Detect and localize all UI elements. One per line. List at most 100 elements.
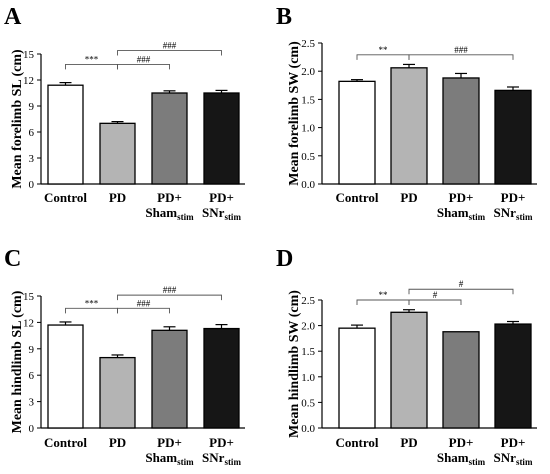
x-tick-sublabel: Shamstim (437, 450, 486, 467)
significance-label: # (433, 290, 438, 300)
y-axis-label: Mean hindlimb SL (cm) (10, 290, 25, 433)
bar-pd (390, 67, 428, 185)
x-tick-label: Control (44, 435, 87, 450)
significance-label: *** (85, 298, 99, 308)
significance-bracket (356, 54, 410, 60)
significance-bracket (117, 63, 170, 70)
significance-label: ** (379, 45, 389, 55)
x-tick-label: PD+ (209, 190, 234, 205)
x-tick-subscript: stim (224, 457, 241, 467)
panel-d: D Mean hindlimb SW (cm) 0.0 0.5 1.0 1.5 2.0 2.5… (276, 246, 537, 467)
bar-snr (203, 327, 240, 429)
x-tick-sublabel-main: SNr (494, 205, 517, 220)
x-tick-label: PD+ (501, 435, 526, 450)
x-tick-sublabel-main: SNr (494, 450, 517, 465)
x-tick-label: Control (335, 190, 378, 205)
y-tick-label: 1.5 (301, 346, 315, 358)
bar-snr (203, 92, 240, 185)
x-tick-subscript: stim (224, 212, 241, 222)
x-tick-subscript: stim (469, 457, 486, 467)
y-tick-label: 6 (29, 127, 35, 139)
x-tick-sublabel-main: SNr (202, 205, 225, 220)
significance-label: *** (85, 54, 99, 64)
y-tick-label: 0.0 (301, 179, 315, 191)
y-tick-label: 1.0 (301, 372, 315, 384)
significance-bracket (65, 63, 118, 70)
x-tick-label: PD (109, 190, 126, 205)
y-axis-label: Mean forelimb SL (cm) (10, 49, 25, 189)
bar-sham (442, 331, 480, 429)
y-tick-label: 9 (29, 101, 35, 113)
x-tick-subscript: stim (177, 457, 194, 467)
panel-letter: B (276, 4, 292, 30)
y-tick-label: 0.0 (301, 423, 315, 435)
y-tick-label: 15 (23, 49, 35, 61)
significance-bracket (117, 294, 222, 301)
x-tick-sublabel: Shamstim (145, 450, 194, 467)
x-tick-label: PD+ (501, 190, 526, 205)
y-tick-label: 1.0 (301, 123, 315, 135)
y-tick-label: 9 (29, 344, 35, 356)
x-tick-label: PD (400, 190, 417, 205)
x-tick-sublabel: SNrstim (202, 450, 241, 467)
y-tick-label: 15 (23, 291, 35, 303)
x-tick-label: Control (335, 435, 378, 450)
panel-c: C Mean hindlimb SL (cm) 0 3 6 9 12 15 Control PD P… (4, 246, 245, 467)
y-tick-label: 0.5 (301, 151, 315, 163)
panel-letter: A (4, 4, 22, 30)
x-tick-label: PD (400, 435, 417, 450)
x-tick-sublabel: SNrstim (494, 205, 533, 222)
significance-label: # (459, 279, 464, 289)
x-tick-sublabel: Shamstim (145, 205, 194, 222)
x-tick-sublabel-main: SNr (202, 450, 225, 465)
significance-label: ### (163, 41, 177, 51)
panel-b: B Mean forelimb SW (cm) 0.0 0.5 1.0 1.5 2.0 2.5… (276, 4, 537, 222)
bar-pd (99, 122, 136, 185)
x-tick-sublabel: Shamstim (437, 205, 486, 222)
y-tick-label: 0 (29, 179, 35, 191)
y-axis-label: Mean forelimb SW (cm) (287, 41, 302, 186)
bar-pd (390, 311, 428, 429)
x-tick-label: PD+ (449, 435, 474, 450)
x-tick-label: Control (44, 190, 87, 205)
bar-control (47, 324, 84, 429)
y-tick-label: 2.5 (301, 38, 315, 50)
bar-snr (494, 323, 532, 429)
x-tick-subscript: stim (516, 212, 533, 222)
significance-bracket (65, 307, 118, 314)
significance-label: ### (137, 298, 151, 308)
significance-bracket (408, 299, 462, 305)
y-tick-label: 2.0 (301, 321, 315, 333)
bar-pd (99, 356, 136, 429)
y-tick-label: 0.5 (301, 397, 315, 409)
x-tick-sublabel-main: Sham (437, 205, 469, 220)
x-tick-sublabel-main: Sham (437, 450, 469, 465)
bar-control (338, 327, 376, 429)
significance-bracket (117, 50, 222, 56)
bar-control (47, 84, 84, 185)
significance-label: ### (454, 45, 468, 55)
y-tick-label: 1.5 (301, 94, 315, 106)
y-tick-label: 6 (29, 370, 35, 382)
y-tick-label: 12 (23, 317, 34, 329)
x-tick-sublabel: SNrstim (202, 205, 241, 222)
y-tick-label: 2.0 (301, 66, 315, 78)
y-tick-label: 3 (29, 153, 35, 165)
significance-label: ### (137, 54, 151, 64)
y-axis-label: Mean hindlimb SW (cm) (287, 290, 302, 438)
bar-sham (151, 92, 188, 185)
x-tick-sublabel-main: Sham (145, 205, 177, 220)
x-tick-sublabel-main: Sham (145, 450, 177, 465)
panel-letter: D (276, 246, 293, 272)
bar-control (338, 80, 376, 185)
x-tick-label: PD+ (449, 190, 474, 205)
significance-bracket (356, 299, 410, 305)
x-tick-label: PD (109, 435, 126, 450)
panel-letter: C (4, 246, 21, 272)
bar-sham (151, 329, 188, 429)
panel-a: A Mean forelimb SL (cm) 0 3 6 9 12 15 Control PD P… (4, 4, 245, 222)
x-tick-label: PD+ (157, 435, 182, 450)
y-tick-label: 12 (23, 75, 34, 87)
x-tick-sublabel: SNrstim (494, 450, 533, 467)
